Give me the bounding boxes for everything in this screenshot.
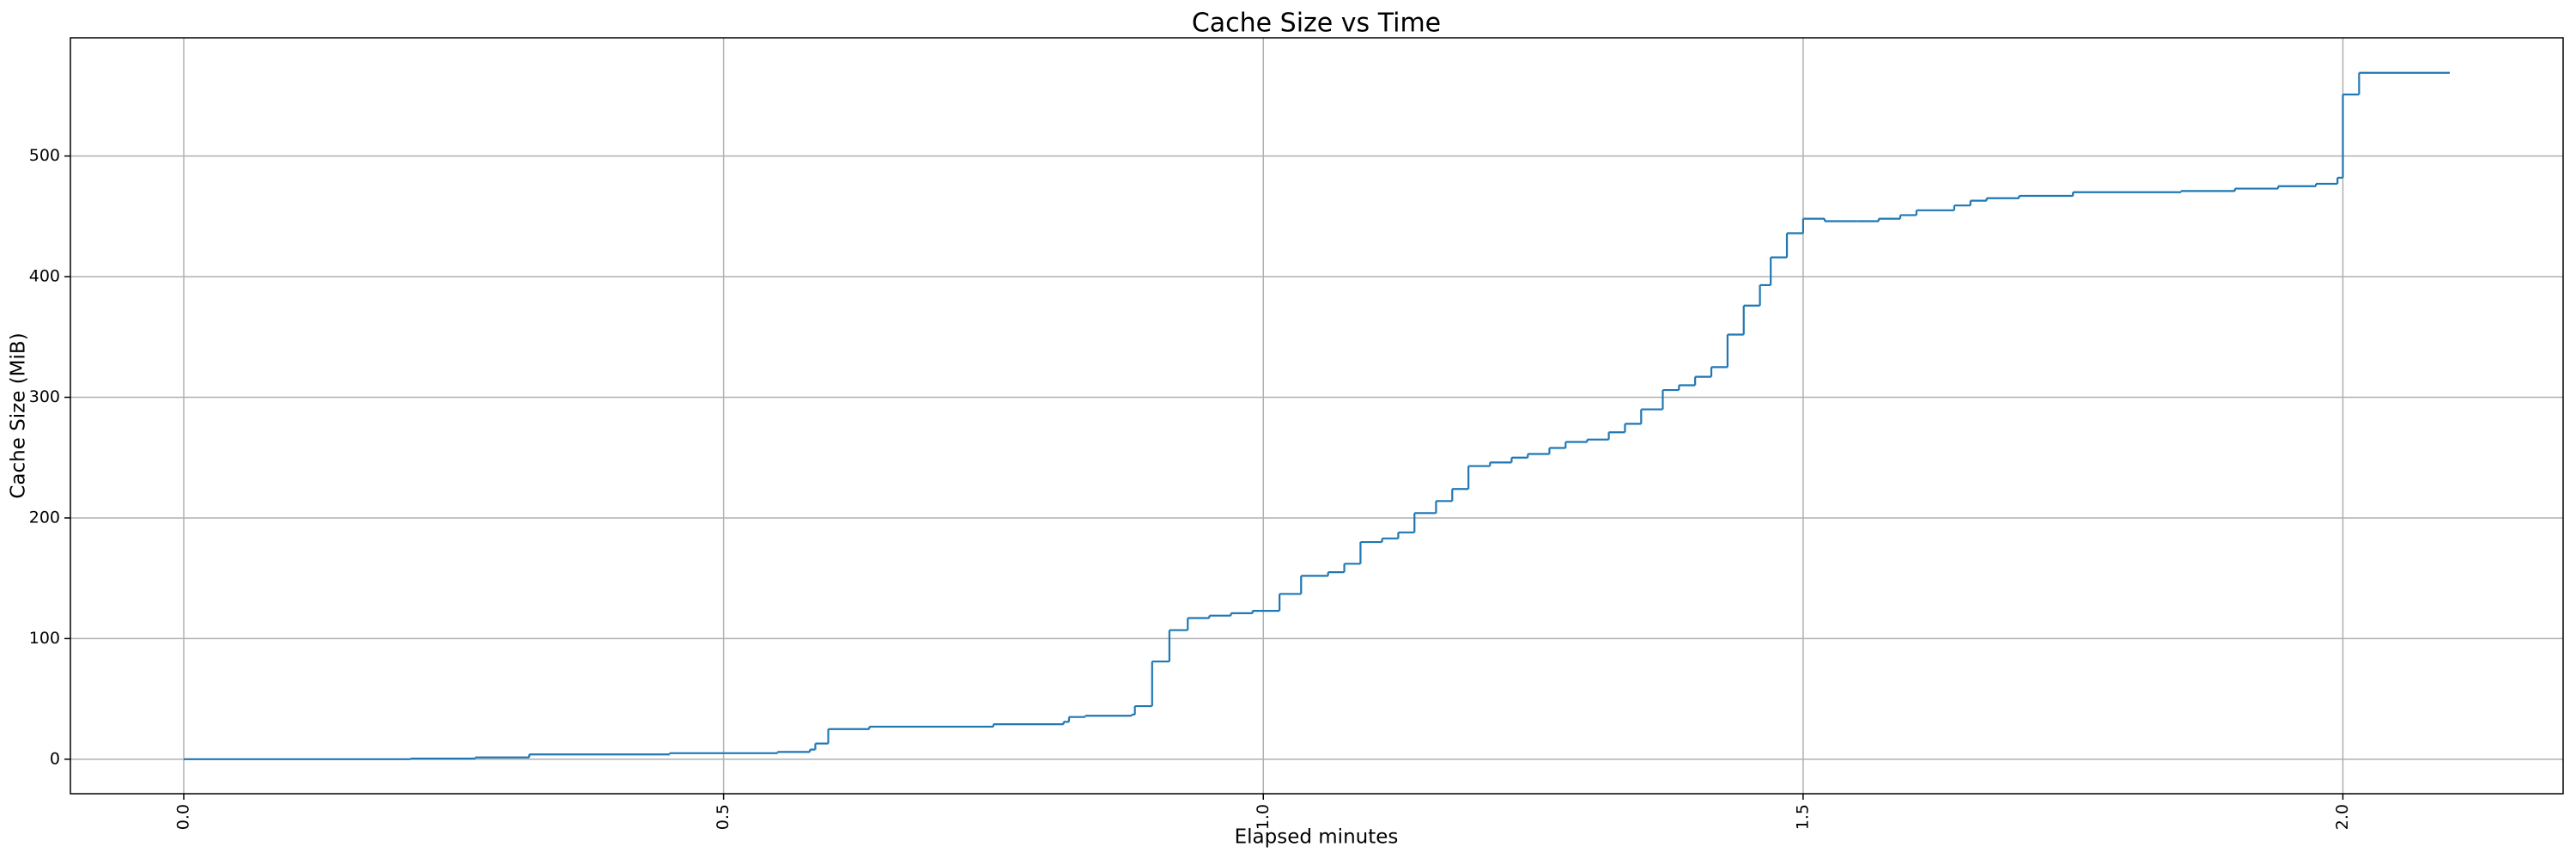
plot-frame bbox=[70, 37, 2564, 795]
x-tick-label: 1.0 bbox=[1254, 804, 1273, 830]
x-tick-label: 1.5 bbox=[1793, 804, 1812, 830]
y-axis-label: Cache Size (MiB) bbox=[8, 332, 30, 498]
x-tick-label: 2.0 bbox=[2333, 804, 2352, 830]
y-tick-label: 200 bbox=[29, 508, 60, 527]
y-tick-label: 500 bbox=[29, 146, 60, 165]
y-tick-label: 0 bbox=[50, 749, 60, 768]
chart-title: Cache Size vs Time bbox=[1192, 9, 1441, 39]
y-tick-label: 300 bbox=[29, 387, 60, 406]
x-tick-label: 0.5 bbox=[714, 804, 732, 830]
x-tick-label: 0.0 bbox=[174, 804, 193, 830]
y-tick-label: 400 bbox=[29, 267, 60, 286]
y-tick-label: 100 bbox=[29, 629, 60, 648]
x-axis-label: Elapsed minutes bbox=[1235, 826, 1399, 849]
